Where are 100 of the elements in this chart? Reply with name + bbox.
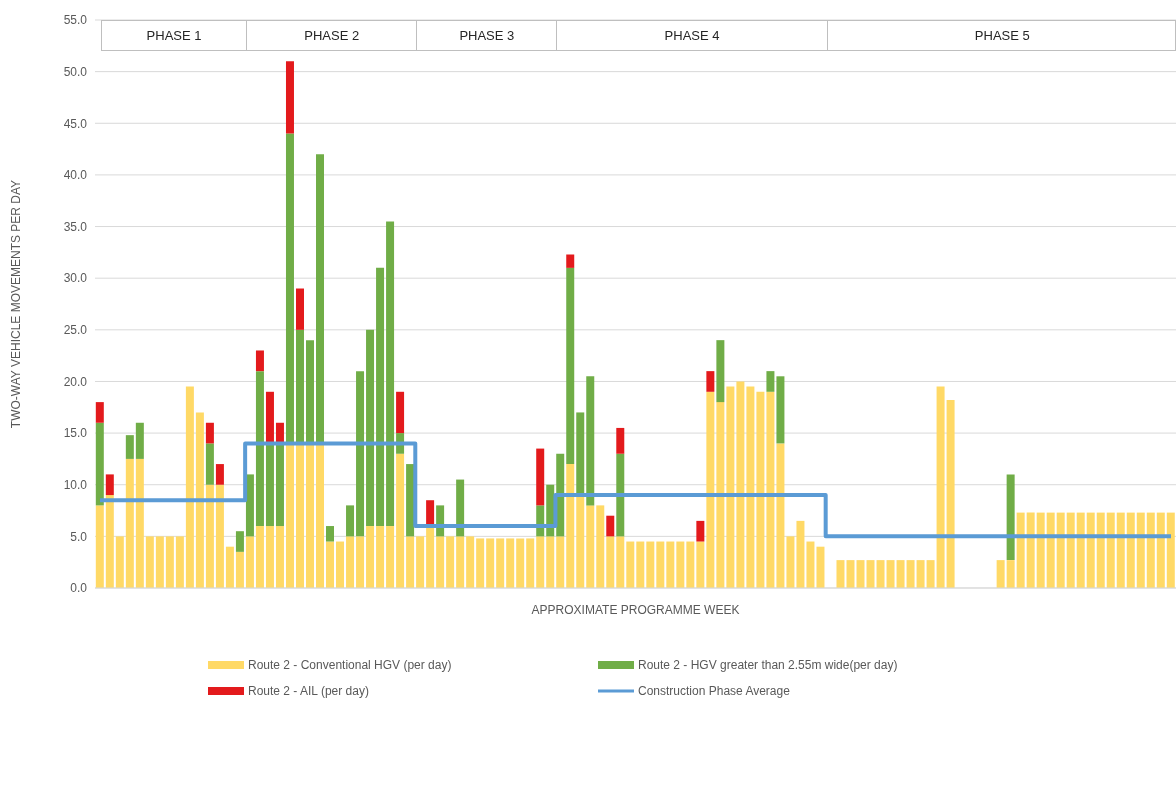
bar — [185, 386, 194, 588]
bar — [486, 538, 495, 588]
bar — [536, 536, 545, 588]
bar — [706, 371, 715, 392]
bar — [1066, 512, 1075, 588]
bar — [566, 254, 575, 268]
bar — [265, 443, 274, 527]
bar — [195, 412, 204, 588]
bar — [456, 479, 465, 537]
bar — [255, 371, 264, 527]
bar — [1006, 560, 1015, 588]
bar — [1026, 512, 1035, 588]
bar — [636, 541, 645, 588]
bar — [396, 453, 405, 588]
bar — [285, 443, 294, 588]
bar — [255, 526, 264, 588]
bar — [145, 536, 154, 588]
bar — [265, 391, 274, 444]
bar — [406, 536, 415, 588]
bar — [516, 538, 525, 588]
bar — [606, 536, 615, 588]
bar — [1106, 512, 1115, 588]
bar — [556, 536, 565, 588]
bar — [165, 536, 174, 588]
y-tick-label: 40.0 — [63, 168, 88, 183]
bar — [285, 61, 294, 134]
bar — [125, 458, 134, 588]
bar — [556, 453, 565, 537]
annotation: PHASE 4 — [556, 21, 827, 50]
bar — [506, 538, 515, 588]
annotation: PHASE 1 — [145, 27, 203, 45]
bar — [295, 288, 304, 330]
bar — [306, 340, 314, 444]
bar — [1006, 474, 1015, 561]
bar — [926, 560, 935, 588]
bar — [896, 560, 905, 588]
bar — [316, 443, 324, 588]
bar — [886, 560, 895, 588]
bar — [1056, 512, 1065, 588]
bar — [676, 541, 685, 588]
y-tick-label: 20.0 — [63, 374, 88, 389]
bar — [566, 464, 575, 588]
bar — [836, 560, 845, 588]
bar — [906, 560, 915, 588]
bar — [235, 531, 244, 552]
y-tick-label: 0.0 — [70, 581, 88, 596]
bar — [946, 400, 955, 588]
y-tick-label: 10.0 — [63, 477, 88, 492]
annotation: PHASE 3 — [416, 21, 557, 50]
bar — [275, 526, 284, 588]
bar — [105, 474, 114, 496]
bar — [526, 538, 535, 588]
bar — [285, 133, 294, 444]
bar — [105, 495, 114, 588]
bar — [235, 551, 244, 588]
annotation: PHASE 2 — [246, 21, 417, 50]
bar — [776, 376, 785, 444]
bar — [135, 458, 144, 588]
bar — [786, 536, 795, 588]
annotation: PHASE 5 — [826, 21, 1176, 50]
y-tick-label: 35.0 — [63, 219, 88, 234]
bar — [1136, 512, 1145, 588]
bar — [856, 560, 865, 588]
bar — [736, 381, 745, 588]
bar — [366, 329, 375, 527]
bar — [1126, 512, 1135, 588]
bar — [696, 520, 705, 542]
bar — [626, 541, 635, 588]
y-tick-label: 50.0 — [63, 64, 88, 79]
bar — [476, 538, 485, 588]
bar — [796, 520, 805, 588]
bar — [656, 541, 665, 588]
bar — [306, 443, 314, 588]
bar — [376, 526, 385, 588]
bar — [996, 560, 1005, 588]
bar — [616, 427, 625, 454]
bar — [115, 536, 124, 588]
bar — [586, 376, 595, 506]
bar — [426, 526, 435, 588]
legend-label: Construction Phase Average — [638, 684, 790, 698]
x-axis-title: APPROXIMATE PROGRAMME WEEK — [531, 603, 740, 617]
y-axis-title: TWO-WAY VEHICLE MOVEMENTS PER DAY — [9, 179, 24, 429]
bar — [606, 515, 615, 537]
bar — [225, 546, 234, 588]
y-tick-label: 55.0 — [63, 13, 88, 28]
bar — [135, 422, 144, 459]
bar — [1076, 512, 1085, 588]
bar — [295, 443, 304, 588]
bar — [205, 422, 214, 444]
bar — [456, 536, 465, 588]
bar — [686, 541, 695, 588]
bar — [95, 505, 104, 588]
bar — [215, 484, 224, 588]
bar — [1086, 512, 1095, 588]
bar — [446, 536, 455, 588]
bar — [245, 474, 254, 537]
bar — [386, 221, 395, 527]
y-tick-label: 5.0 — [70, 529, 88, 544]
bar — [366, 526, 375, 588]
bar — [916, 560, 925, 588]
